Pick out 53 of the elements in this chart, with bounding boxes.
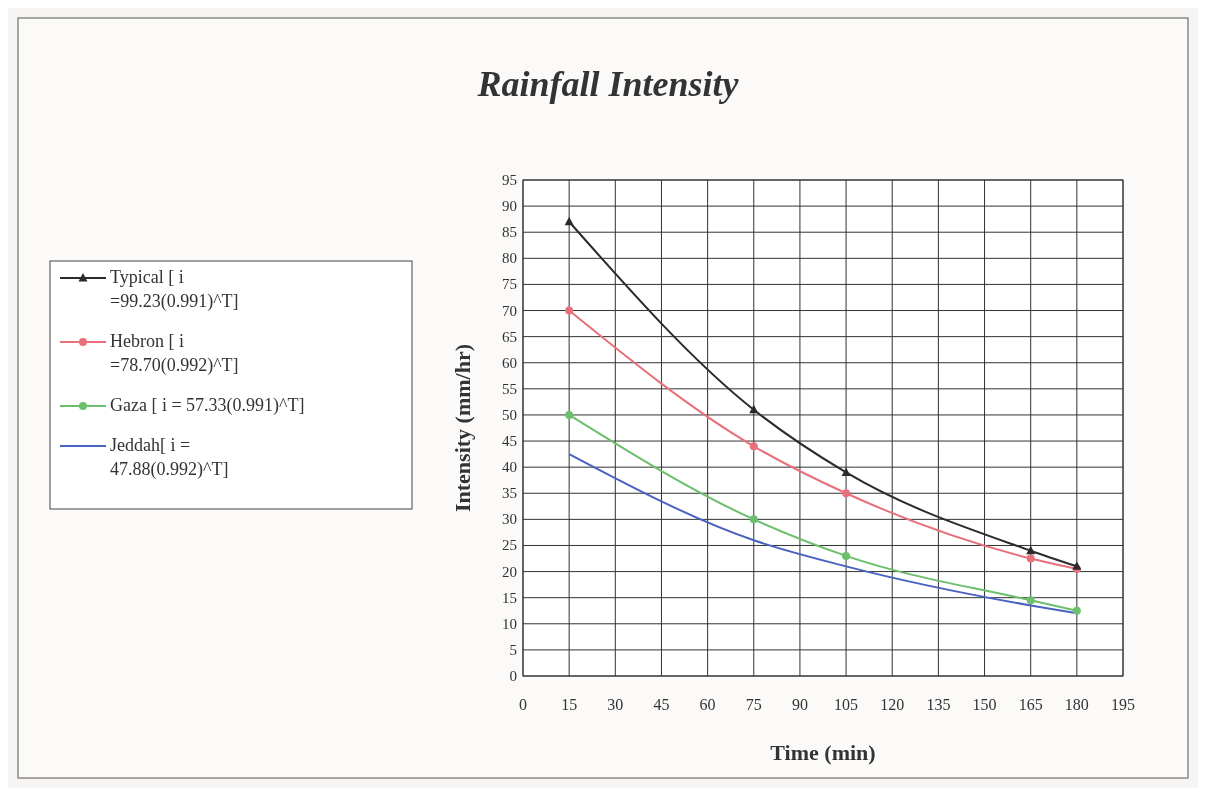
y-tick-label: 65 bbox=[502, 328, 517, 345]
legend-label: Gaza [ i = 57.33(0.991)^T] bbox=[110, 395, 305, 416]
x-tick-label: 135 bbox=[926, 696, 951, 713]
y-tick-label: 70 bbox=[502, 302, 517, 319]
x-axis-title: Time (min) bbox=[770, 740, 876, 765]
y-tick-label: 55 bbox=[502, 380, 517, 397]
point bbox=[749, 515, 758, 524]
point bbox=[841, 467, 851, 476]
point bbox=[565, 306, 574, 315]
chart-title: Rainfall Intensity bbox=[476, 64, 740, 104]
point bbox=[565, 410, 574, 419]
legend-label: Jeddah[ i = 47.88(0.992)^T] bbox=[110, 435, 229, 480]
x-tick-label: 30 bbox=[607, 696, 624, 713]
x-tick-label: 45 bbox=[653, 696, 670, 713]
x-tick-label: 105 bbox=[834, 696, 859, 713]
y-tick-label: 95 bbox=[502, 172, 517, 188]
y-tick-label: 30 bbox=[502, 511, 517, 528]
x-tick-label: 120 bbox=[880, 696, 905, 713]
y-tick-label: 10 bbox=[502, 615, 517, 632]
point bbox=[564, 216, 574, 226]
x-tick-label: 165 bbox=[1018, 696, 1043, 713]
point bbox=[842, 551, 851, 560]
point bbox=[749, 404, 759, 414]
x-tick-label: 15 bbox=[561, 696, 578, 713]
y-tick-label: 40 bbox=[502, 459, 517, 476]
point bbox=[1026, 545, 1036, 555]
point bbox=[1026, 554, 1035, 563]
y-tick-label: 80 bbox=[502, 250, 517, 267]
y-tick-label: 60 bbox=[502, 354, 517, 371]
y-tick-label: 15 bbox=[502, 589, 517, 606]
legend-label: Typical [ i =99.23(0.991)^T] bbox=[110, 267, 239, 312]
y-axis-title: Intensity (mm/hr) bbox=[450, 343, 475, 513]
y-tick-label: 85 bbox=[502, 224, 517, 241]
x-tick-label: 150 bbox=[972, 696, 997, 713]
y-tick-label: 45 bbox=[502, 433, 517, 450]
point bbox=[1026, 596, 1035, 605]
x-tick-label: 195 bbox=[1111, 696, 1135, 713]
point bbox=[842, 489, 851, 498]
legend-label: Hebron [ i =78.70(0.992)^T] bbox=[110, 331, 239, 376]
y-tick-label: 5 bbox=[509, 641, 517, 658]
point bbox=[1072, 606, 1081, 615]
x-tick-label: 60 bbox=[699, 696, 716, 713]
y-tick-label: 0 bbox=[509, 668, 517, 684]
point bbox=[749, 442, 758, 451]
y-tick-label: 75 bbox=[502, 276, 517, 293]
x-tick-label: 90 bbox=[791, 696, 808, 713]
y-tick-label: 50 bbox=[502, 406, 517, 423]
x-tick-label: 180 bbox=[1064, 696, 1089, 713]
x-tick-label: 75 bbox=[745, 696, 762, 713]
y-tick-label: 20 bbox=[502, 563, 517, 580]
y-tick-label: 35 bbox=[502, 485, 517, 502]
y-tick-label: 90 bbox=[502, 198, 517, 215]
y-tick-label: 25 bbox=[502, 537, 517, 554]
